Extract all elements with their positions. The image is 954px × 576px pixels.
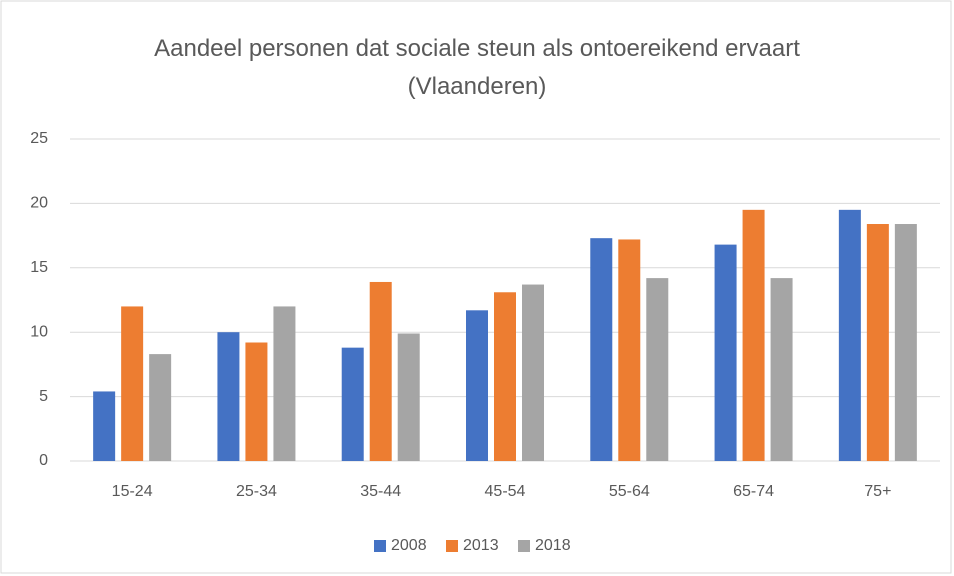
bar [397,333,420,461]
legend-swatch [518,540,530,552]
bar [466,310,488,461]
bar [838,209,861,461]
bar [646,278,669,461]
bar [245,342,268,461]
bar [341,347,364,461]
bar [369,281,392,461]
bar [217,332,240,461]
bar [494,292,516,461]
bar [618,239,641,461]
y-tick-label: 0 [39,452,48,469]
bar [714,244,737,461]
legend-label: 2013 [463,537,499,554]
x-tick-label: 25-34 [236,483,277,500]
y-tick-label: 10 [30,323,48,340]
y-tick-label: 5 [39,388,48,405]
x-tick-label: 65-74 [733,483,774,500]
y-tick-label: 25 [30,130,48,147]
legend-swatch [446,540,458,552]
x-tick-label: 75+ [864,483,891,500]
legend-swatch [374,540,386,552]
x-tick-label: 15-24 [112,483,153,500]
x-tick-label: 45-54 [485,483,526,500]
legend-label: 2008 [391,537,427,554]
bar [121,306,144,461]
legend-label: 2018 [535,537,571,554]
bar [273,306,296,461]
y-tick-label: 15 [30,259,48,276]
y-tick-label: 20 [30,195,48,212]
chart-title: Aandeel personen dat sociale steun als o… [154,35,814,100]
bar [894,224,917,461]
bar [522,284,544,461]
bar [590,238,613,461]
bar [866,224,889,461]
bar [770,278,793,461]
bar [742,209,765,461]
x-tick-label: 35-44 [360,483,401,500]
bar [93,391,116,461]
x-tick-label: 55-64 [609,483,650,500]
bar [149,354,172,461]
